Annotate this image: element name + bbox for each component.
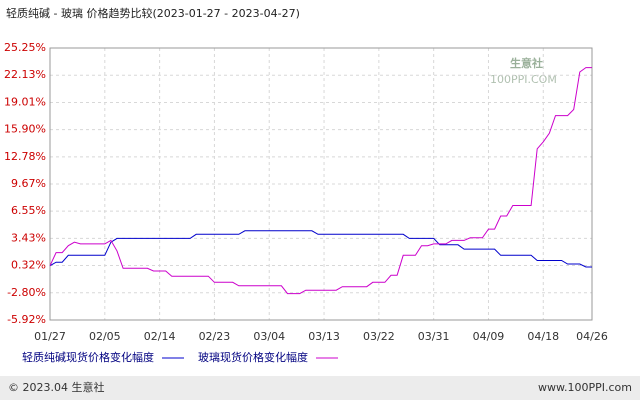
x-tick-label: 04/18	[527, 330, 559, 343]
y-tick-label: -5.92%	[7, 313, 46, 326]
footer-bar	[0, 376, 640, 400]
watermark-name: 生意社	[510, 56, 543, 70]
y-tick-label: 3.43%	[11, 231, 46, 244]
legend-label: 玻璃现货价格变化幅度	[198, 350, 308, 364]
y-tick-label: 9.67%	[11, 177, 46, 190]
y-tick-label: 22.13%	[4, 68, 46, 81]
y-tick-label: 15.90%	[4, 123, 46, 136]
y-tick-label: 12.78%	[4, 150, 46, 163]
x-tick-label: 04/26	[576, 330, 608, 343]
y-tick-label: -2.80%	[7, 286, 46, 299]
x-tick-label: 03/04	[253, 330, 285, 343]
x-tick-label: 01/27	[34, 330, 66, 343]
x-tick-label: 03/31	[418, 330, 450, 343]
footer-left: © 2023.04 生意社	[8, 380, 104, 394]
y-tick-label: 0.32%	[11, 259, 46, 272]
y-tick-label: 25.25%	[4, 41, 46, 54]
watermark-site: 100PPI.COM	[490, 73, 557, 86]
x-tick-label: 02/14	[144, 330, 176, 343]
x-tick-label: 04/09	[473, 330, 505, 343]
x-tick-label: 03/22	[363, 330, 395, 343]
series-line	[49, 67, 592, 295]
legend-label: 轻质纯碱现货价格变化幅度	[22, 350, 154, 364]
footer-right: www.100PPI.com	[538, 381, 632, 394]
chart-title: 轻质纯碱 - 玻璃 价格趋势比较(2023-01-27 - 2023-04-27…	[6, 6, 300, 20]
x-tick-label: 03/13	[308, 330, 340, 343]
y-tick-label: 6.55%	[11, 204, 46, 217]
x-tick-label: 02/23	[199, 330, 231, 343]
series-line	[49, 230, 592, 268]
x-tick-label: 02/05	[89, 330, 121, 343]
y-tick-label: 19.01%	[4, 95, 46, 108]
plot-border	[49, 47, 593, 321]
